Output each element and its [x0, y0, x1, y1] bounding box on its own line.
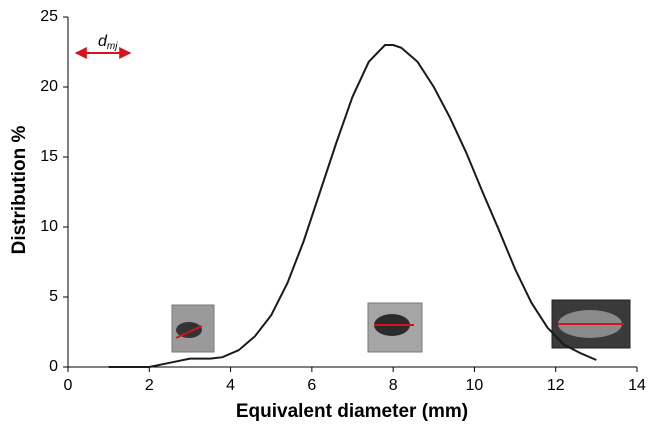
diameter-line — [175, 325, 203, 339]
x-tick-label: 10 — [466, 377, 484, 394]
y-tick-label: 0 — [49, 358, 58, 375]
x-axis-title: Equivalent diameter (mm) — [236, 401, 468, 422]
y-tick-label: 10 — [40, 218, 58, 235]
y-tick-label: 15 — [40, 148, 58, 165]
line — [108, 44, 597, 368]
y-tick-label: 25 — [40, 8, 58, 25]
x-tick-label: 4 — [226, 377, 235, 394]
y-tick-label: 5 — [49, 288, 58, 305]
annotation-text: d — [98, 33, 108, 50]
thumbnails — [171, 299, 631, 353]
y-axis-title: Distribution % — [9, 126, 30, 255]
x-tick-label: 0 — [64, 377, 73, 394]
x-tick-label: 14 — [628, 377, 646, 394]
x-tick-label: 2 — [145, 377, 154, 394]
annotation-subscript: mj — [107, 41, 118, 52]
x-tick-label: 6 — [307, 377, 316, 394]
x-tick-label: 8 — [389, 377, 398, 394]
annotation: dmj — [98, 33, 118, 51]
x-tick-label: 12 — [547, 377, 565, 394]
y-tick-label: 20 — [40, 78, 58, 95]
